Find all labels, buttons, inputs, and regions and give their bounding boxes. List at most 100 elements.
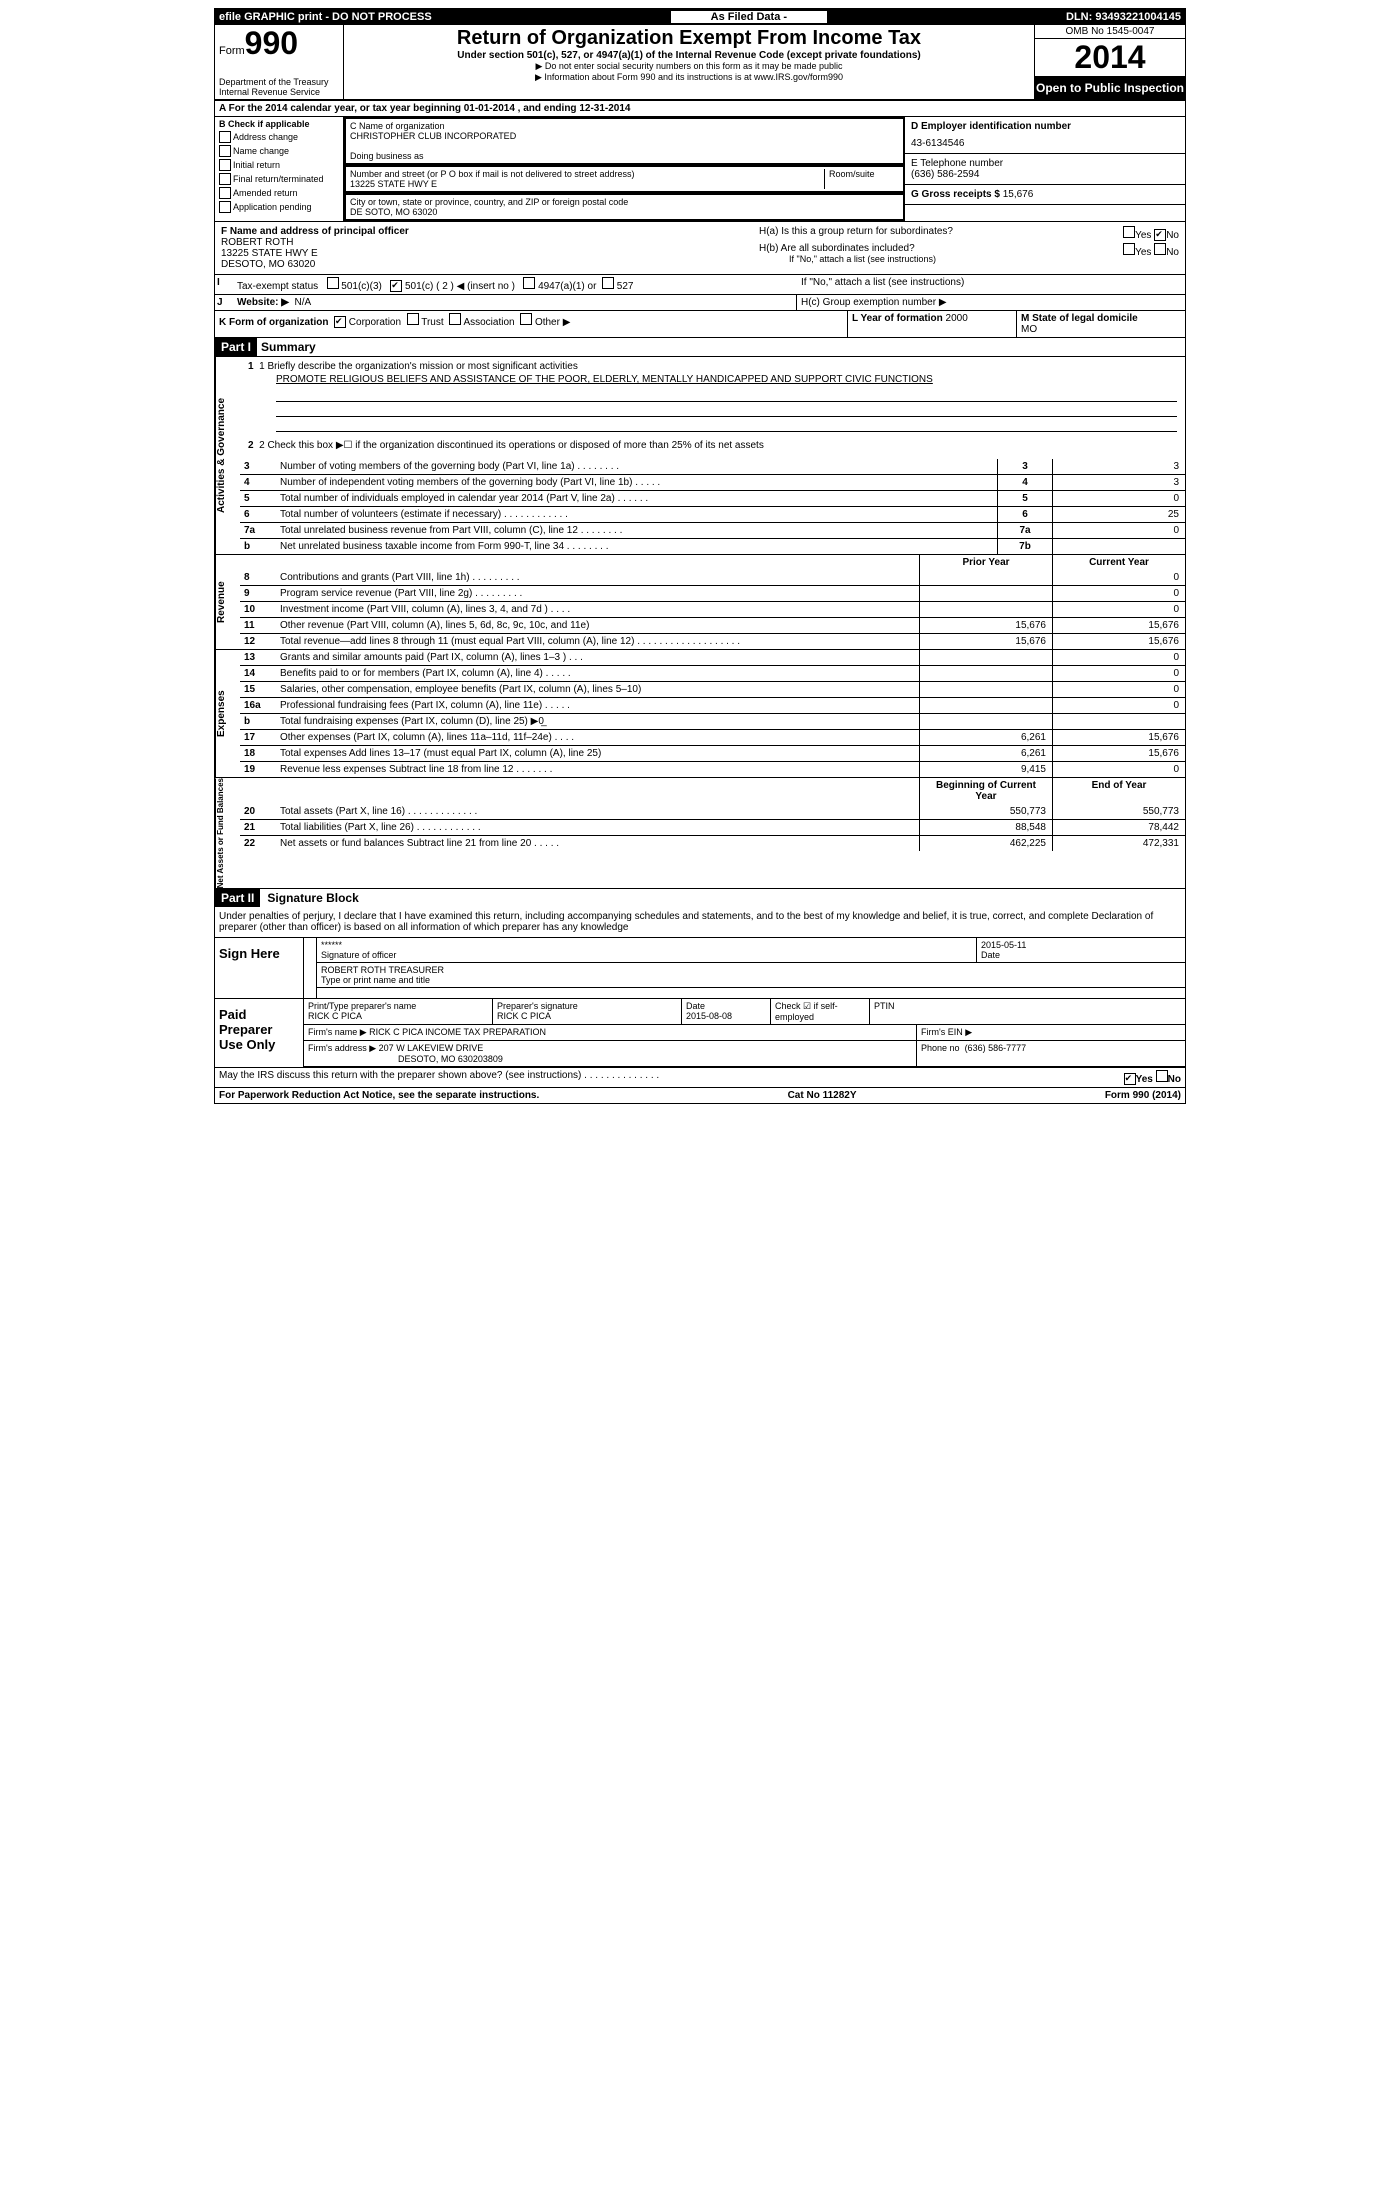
hb-label: H(b) Are all subordinates included? [759,243,915,254]
chk-amended-return[interactable]: Amended return [219,187,339,199]
row-a-text: A For the 2014 calendar year, or tax yea… [219,103,630,114]
prep-sig-label: Preparer's signature [497,1001,677,1011]
chk-initial-return[interactable]: Initial return [219,159,339,171]
part1-hdr-row: Part I Summary [215,337,1185,356]
chk-501c[interactable] [390,280,402,292]
yof-value: 2000 [946,313,968,324]
org-city: DE SOTO, MO 63020 [350,207,899,217]
side-expenses: Expenses [215,650,240,777]
perjury-text: Under penalties of perjury, I declare th… [215,907,1185,937]
revenue-hdr: Prior Year Current Year [240,555,1185,570]
chk-501c3[interactable] [327,277,339,289]
discuss-yes[interactable] [1124,1073,1136,1085]
sign-here-label: Sign Here [215,938,304,998]
expense-line: bTotal fundraising expenses (Part IX, co… [240,713,1185,729]
prep-name: RICK C PICA [308,1011,488,1021]
row-k: K Form of organization Corporation Trust… [215,310,1185,337]
ha-yes[interactable] [1123,226,1135,238]
mission-line2 [276,402,1177,417]
netassets-section: Net Assets or Fund Balances Beginning of… [215,777,1185,888]
governance-lines: 3Number of voting members of the governi… [240,459,1185,554]
row-i: I Tax-exempt status 501(c)(3) 501(c) ( 2… [215,274,1185,294]
governance-line: 7aTotal unrelated business revenue from … [240,522,1185,538]
yof-label: L Year of formation [852,313,943,324]
hb-note: If "No," attach a list (see instructions… [759,254,1179,264]
chk-association[interactable] [449,313,461,325]
row-i-label: I [215,275,233,294]
ha-no[interactable] [1154,229,1166,241]
dba-label: Doing business as [350,151,899,161]
chk-application-pending[interactable]: Application pending [219,201,339,213]
org-address: 13225 STATE HWY E [350,179,824,189]
org-name-cell: C Name of organization CHRISTOPHER CLUB … [344,117,904,165]
sig-stars: ****** [321,940,972,950]
part1-body: Activities & Governance 1 1 Briefly desc… [215,356,1185,554]
footer-mid: Cat No 11282Y [788,1090,857,1101]
chk-other[interactable] [520,313,532,325]
netassets-line: 20Total assets (Part X, line 16) . . . .… [240,804,1185,819]
officer-sig-row: ****** Signature of officer 2015-05-11 D… [317,938,1185,963]
city-label: City or town, state or province, country… [350,197,899,207]
netassets-body: Beginning of Current Year End of Year 20… [240,778,1185,888]
form-subtitle: Under section 501(c), 527, or 4947(a)(1)… [352,50,1026,61]
revenue-body: Prior Year Current Year 8Contributions a… [240,555,1185,649]
end-year-hdr: End of Year [1052,778,1185,804]
ha-label: H(a) Is this a group return for subordin… [759,226,953,237]
governance-line: bNet unrelated business taxable income f… [240,538,1185,554]
year-formation: L Year of formation 2000 [847,311,1016,337]
form-footer: For Paperwork Reduction Act Notice, see … [215,1087,1185,1103]
state-domicile: M State of legal domicileMO [1016,311,1185,337]
preparer-row2: Firm's name ▶ RICK C PICA INCOME TAX PRE… [304,1025,1185,1041]
state-value: MO [1021,324,1037,335]
gross-cell: G Gross receipts $ 15,676 [905,185,1185,205]
prep-date: 2015-08-08 [686,1011,766,1021]
topbar-left: efile GRAPHIC print - DO NOT PROCESS [219,11,432,23]
sign-here-body: ****** Signature of officer 2015-05-11 D… [304,938,1185,998]
gross-label: G Gross receipts $ [911,189,1000,200]
officer-left: F Name and address of principal officer … [215,222,753,274]
prep-name-label: Print/Type preparer's name [308,1001,488,1011]
addr-label: Number and street (or P O box if mail is… [350,169,824,179]
expense-line: 13Grants and similar amounts paid (Part … [240,650,1185,665]
hb-yes[interactable] [1123,243,1135,255]
paid-preparer-section: Paid Preparer Use Only Print/Type prepar… [215,998,1185,1067]
phone-cell: E Telephone number (636) 586-2594 [905,154,1185,185]
row-j-label: J [215,295,233,310]
chk-4947[interactable] [523,277,535,289]
row-i-content: Tax-exempt status 501(c)(3) 501(c) ( 2 )… [233,275,797,294]
governance-line: 4Number of independent voting members of… [240,474,1185,490]
row-i-right: If "No," attach a list (see instructions… [797,275,1185,294]
hb-no[interactable] [1154,243,1166,255]
chk-corporation[interactable] [334,316,346,328]
topbar-right: DLN: 93493221004145 [1066,11,1181,23]
officer-addr2: DESOTO, MO 63020 [221,259,747,270]
expense-line: 15Salaries, other compensation, employee… [240,681,1185,697]
firm-name: RICK C PICA INCOME TAX PREPARATION [369,1027,546,1037]
officer-name: ROBERT ROTH [221,237,747,248]
form-number: 990 [245,25,298,61]
form-note1: ▶ Do not enter social security numbers o… [352,61,1026,72]
col-b: B Check if applicable Address change Nam… [215,117,344,221]
expense-line: 14Benefits paid to or for members (Part … [240,665,1185,681]
chk-address-change[interactable]: Address change [219,131,339,143]
prep-sig: RICK C PICA [497,1011,677,1021]
revenue-line: 10Investment income (Part VIII, column (… [240,601,1185,617]
tax-exempt-label: Tax-exempt status [237,281,318,292]
discuss-no[interactable] [1156,1070,1168,1082]
state-label: M State of legal domicile [1021,313,1138,324]
firm-addr-label: Firm's address ▶ [308,1043,376,1053]
governance-line: 3Number of voting members of the governi… [240,459,1185,474]
chk-final-return[interactable]: Final return/terminated [219,173,339,185]
current-year-hdr: Current Year [1052,555,1185,570]
firm-addr1: 207 W LAKEVIEW DRIVE [379,1043,484,1053]
website-value: N/A [295,297,312,308]
revenue-line: 12Total revenue—add lines 8 through 11 (… [240,633,1185,649]
chk-name-change[interactable]: Name change [219,145,339,157]
netassets-line: 21Total liabilities (Part X, line 26) . … [240,819,1185,835]
form-org-label: K Form of organization [219,317,328,328]
firm-phone: (636) 586-7777 [965,1043,1027,1053]
prep-date-label: Date [686,1001,766,1011]
row-a: A For the 2014 calendar year, or tax yea… [215,101,1185,117]
chk-trust[interactable] [407,313,419,325]
chk-527[interactable] [602,277,614,289]
